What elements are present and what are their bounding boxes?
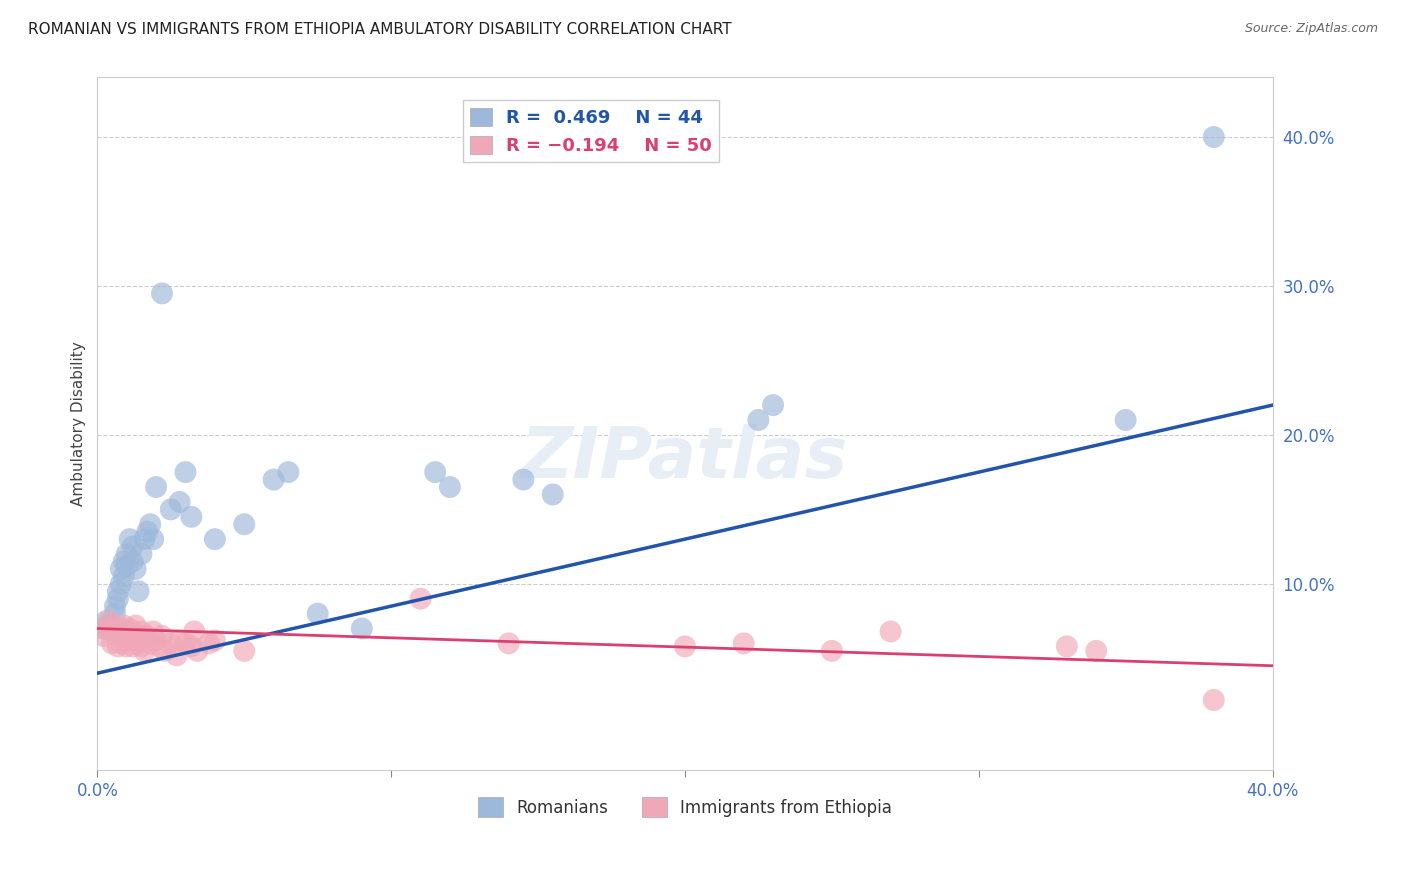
Point [180, 640, 202, 654]
Point [110, 622, 132, 636]
Point [233, 644, 256, 658]
Point [107, 584, 129, 599]
Point [186, 644, 208, 658]
Point [233, 517, 256, 532]
Point [91, 629, 114, 643]
Point [124, 636, 146, 650]
Point [159, 502, 181, 516]
Point [307, 607, 329, 621]
Point [131, 640, 153, 654]
Point [115, 547, 138, 561]
Point [148, 640, 170, 654]
Point [101, 624, 124, 639]
Legend: Romanians, Immigrants from Ethiopia: Romanians, Immigrants from Ethiopia [471, 790, 898, 824]
Point [879, 624, 901, 639]
Point [733, 636, 755, 650]
Point [425, 465, 447, 479]
Point [112, 554, 135, 568]
Point [115, 558, 138, 573]
Point [134, 644, 156, 658]
Point [1115, 413, 1137, 427]
Point [127, 584, 149, 599]
Point [139, 517, 162, 532]
Point [142, 532, 165, 546]
Point [118, 532, 141, 546]
Text: ZIPatlas: ZIPatlas [522, 424, 849, 493]
Point [145, 633, 167, 648]
Point [145, 480, 167, 494]
Point [747, 413, 769, 427]
Point [131, 547, 153, 561]
Point [112, 569, 135, 583]
Point [118, 633, 141, 648]
Point [821, 644, 844, 658]
Point [169, 633, 191, 648]
Point [127, 629, 149, 643]
Point [98, 618, 121, 632]
Point [112, 618, 135, 632]
Point [1202, 130, 1225, 145]
Point [136, 629, 159, 643]
Point [512, 473, 534, 487]
Point [110, 562, 132, 576]
Point [498, 636, 520, 650]
Point [101, 636, 124, 650]
Point [107, 629, 129, 643]
Point [107, 640, 129, 654]
Point [134, 532, 156, 546]
Point [121, 540, 143, 554]
Point [350, 622, 373, 636]
Point [762, 398, 785, 412]
Point [1085, 644, 1108, 658]
Point [673, 640, 696, 654]
Point [439, 480, 461, 494]
Point [121, 640, 143, 654]
Point [139, 636, 162, 650]
Point [153, 644, 176, 658]
Point [204, 532, 226, 546]
Point [96, 614, 118, 628]
Text: ROMANIAN VS IMMIGRANTS FROM ETHIOPIA AMBULATORY DISABILITY CORRELATION CHART: ROMANIAN VS IMMIGRANTS FROM ETHIOPIA AMB… [28, 22, 731, 37]
Point [115, 640, 138, 654]
Text: Source: ZipAtlas.com: Source: ZipAtlas.com [1244, 22, 1378, 36]
Point [277, 465, 299, 479]
Point [96, 622, 118, 636]
Point [183, 624, 205, 639]
Point [112, 629, 135, 643]
Point [1202, 693, 1225, 707]
Point [110, 577, 132, 591]
Point [174, 636, 197, 650]
Point [110, 636, 132, 650]
Point [166, 648, 188, 663]
Point [1056, 640, 1078, 654]
Point [150, 286, 173, 301]
Point [174, 465, 197, 479]
Point [150, 629, 173, 643]
Point [198, 636, 221, 650]
Point [204, 633, 226, 648]
Point [180, 509, 202, 524]
Point [104, 618, 127, 632]
Point [409, 591, 432, 606]
Point [159, 636, 181, 650]
Point [104, 599, 127, 614]
Y-axis label: Ambulatory Disability: Ambulatory Disability [72, 342, 86, 506]
Point [142, 624, 165, 639]
Point [541, 487, 564, 501]
Point [115, 624, 138, 639]
Point [118, 622, 141, 636]
Point [104, 607, 127, 621]
Point [131, 624, 153, 639]
Point [98, 614, 121, 628]
Point [124, 562, 146, 576]
Point [263, 473, 285, 487]
Point [124, 618, 146, 632]
Point [107, 591, 129, 606]
Point [121, 554, 143, 568]
Point [169, 495, 191, 509]
Point [136, 524, 159, 539]
Point [121, 629, 143, 643]
Point [101, 624, 124, 639]
Point [91, 622, 114, 636]
